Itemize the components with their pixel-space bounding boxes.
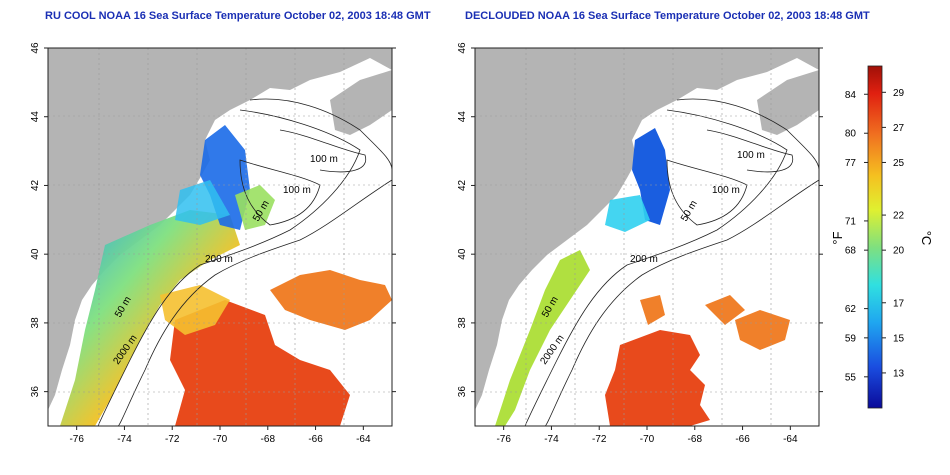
sst-coastal-band (60, 210, 240, 426)
fahrenheit-tick-label: 80 (845, 129, 857, 140)
fahrenheit-tick-label: 62 (845, 304, 857, 315)
sst-coastal-band (495, 250, 590, 426)
bathymetry-contour (117, 179, 392, 426)
x-tick-label: -70 (640, 434, 655, 445)
celsius-tick-label: 22 (893, 211, 905, 222)
x-tick-label: -64 (356, 434, 371, 445)
x-tick-label: -70 (213, 434, 228, 445)
celsius-tick-label: 13 (893, 368, 905, 379)
celsius-tick-label: 17 (893, 298, 905, 309)
fahrenheit-tick-label: 68 (845, 246, 857, 257)
y-tick-label: 40 (457, 248, 468, 260)
y-tick-label: 36 (457, 386, 468, 398)
right-axes: -76 -74 -72 -70 -68 -66 -64 46 44 42 40 38 36 (457, 42, 823, 445)
bathymetry-contour (239, 159, 321, 226)
contour-label: 100 m (737, 150, 765, 161)
fahrenheit-unit-label: °F (830, 231, 845, 244)
nova-scotia-land (330, 70, 392, 135)
y-tick-label: 44 (30, 111, 41, 123)
y-tick-label: 38 (457, 317, 468, 329)
x-tick-label: -68 (688, 434, 703, 445)
bathymetry-contour (666, 159, 748, 226)
celsius-tick-label: 29 (893, 88, 905, 99)
x-tick-label: -72 (165, 434, 180, 445)
sst-green-patch (235, 185, 275, 230)
y-tick-label: 42 (457, 179, 468, 191)
left-panel-title: RU COOL NOAA 16 Sea Surface Temperature … (45, 10, 431, 22)
contour-label: 200 m (630, 254, 658, 265)
x-tick-label: -64 (783, 434, 798, 445)
bathymetry-contour (279, 129, 367, 173)
x-tick-label: -66 (735, 434, 750, 445)
bathymetry-contour (524, 98, 819, 426)
fahrenheit-tick-label: 59 (845, 333, 857, 344)
x-tick-label: -68 (261, 434, 276, 445)
colorbar: 84 80 77 71 68 62 59 55 29 27 25 22 20 17 15 13 °F °C (830, 65, 934, 409)
grid-lines (48, 48, 392, 426)
right-map-content (475, 48, 819, 426)
left-map-content (48, 48, 392, 426)
grid-lines (475, 48, 819, 426)
left-map-panel: 100 m 100 m 50 m 200 m 50 m 2000 m -76 -7… (30, 42, 396, 445)
land-mass (475, 48, 819, 410)
y-tick-label: 36 (30, 386, 41, 398)
x-tick-label: -76 (69, 434, 84, 445)
colorbar-fahrenheit-ticks: 84 80 77 71 68 62 59 55 (845, 90, 868, 383)
celsius-tick-label: 27 (893, 123, 905, 134)
land-mass (48, 48, 392, 410)
sst-orange-patch (270, 270, 392, 330)
right-panel-title: DECLOUDED NOAA 16 Sea Surface Temperatur… (465, 10, 870, 22)
sst-cold-gulf-maine (632, 128, 670, 225)
y-tick-label: 38 (30, 317, 41, 329)
contour-label: 100 m (712, 185, 740, 196)
celsius-tick-label: 15 (893, 333, 905, 344)
fahrenheit-tick-label: 77 (845, 158, 857, 169)
contour-label: 100 m (310, 154, 338, 165)
sst-cold-patch (175, 180, 230, 225)
contour-label: 200 m (205, 254, 233, 265)
celsius-unit-label: °C (919, 231, 934, 246)
right-map-panel: 100 m 100 m 50 m 200 m 50 m 2000 m -76 -7… (457, 42, 823, 445)
celsius-tick-label: 25 (893, 158, 905, 169)
fahrenheit-tick-label: 84 (845, 90, 857, 101)
sst-cold-patch (605, 195, 650, 232)
x-tick-label: -66 (308, 434, 323, 445)
y-tick-label: 46 (457, 42, 468, 54)
y-tick-label: 44 (457, 111, 468, 123)
x-tick-label: -72 (592, 434, 607, 445)
bathymetry-contour (706, 129, 794, 173)
left-axes: -76 -74 -72 -70 -68 -66 -64 46 44 42 40 38 36 (30, 42, 396, 445)
celsius-tick-label: 20 (893, 246, 905, 257)
fahrenheit-tick-label: 55 (845, 372, 857, 383)
sst-yellow-patch (160, 285, 230, 335)
sst-warm-gulf-stream (170, 300, 350, 426)
bathymetry-contour (97, 98, 392, 426)
y-tick-label: 42 (30, 179, 41, 191)
y-tick-label: 46 (30, 42, 41, 54)
sst-warm-gulf-stream (605, 330, 710, 426)
colorbar-gradient (867, 65, 883, 409)
fahrenheit-tick-label: 71 (845, 216, 857, 227)
x-tick-label: -76 (496, 434, 511, 445)
y-tick-label: 40 (30, 248, 41, 260)
contour-label: 100 m (283, 185, 311, 196)
sst-orange-patch (640, 295, 790, 350)
colorbar-celsius-ticks: 29 27 25 22 20 17 15 13 (882, 88, 905, 379)
bathymetry-contour (544, 179, 819, 426)
x-tick-label: -74 (117, 434, 132, 445)
x-tick-label: -74 (544, 434, 559, 445)
nova-scotia-land (757, 70, 819, 135)
